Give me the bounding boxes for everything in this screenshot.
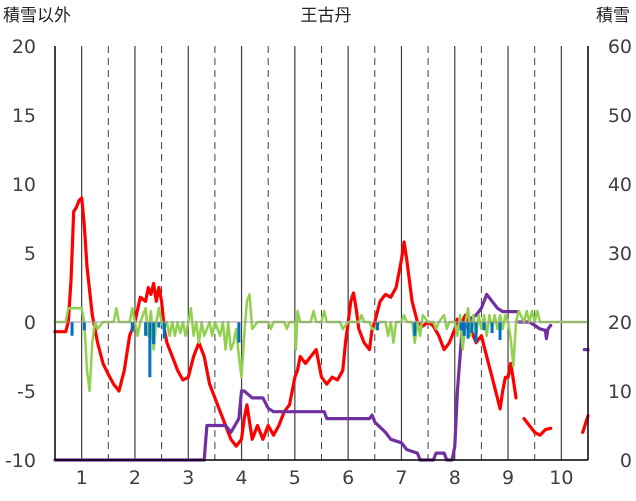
precipitation-bar-19 <box>498 322 502 340</box>
snow-depth-line-4 <box>53 292 521 462</box>
precipitation-bar-14 <box>466 322 470 339</box>
precipitation-bar-8 <box>162 322 166 339</box>
temperature-line-3 <box>581 414 590 434</box>
x-tick-label-10: 10 <box>549 467 573 489</box>
left-axis-label: 積雪以外 <box>3 6 71 26</box>
precipitation-bar-6 <box>152 322 156 345</box>
precipitation-bar-16 <box>474 322 478 343</box>
precipitation-bar-15 <box>470 322 474 334</box>
precipitation-bar-2 <box>82 322 86 331</box>
chart-title: 王古丹 <box>301 6 352 26</box>
right-tick-label-5: 40 <box>608 174 632 196</box>
left-tick-label-6: 15 <box>12 105 36 127</box>
x-tick-label-8: 8 <box>449 467 461 489</box>
precipitation-bar-1 <box>70 322 74 336</box>
x-axis-tick-labels: 1 2 3 4 5 6 7 8 9 10 <box>76 467 574 489</box>
right-tick-label-4: 30 <box>608 243 632 265</box>
temperature-line-2 <box>522 417 553 437</box>
right-axis-label: 積雪 <box>596 6 630 26</box>
precipitation-bar-13 <box>462 322 466 336</box>
left-tick-label-4: 5 <box>24 243 36 265</box>
precipitation-bar-7 <box>157 322 161 328</box>
x-tick-label-7: 7 <box>395 467 407 489</box>
x-tick-label-3: 3 <box>182 467 194 489</box>
x-tick-label-4: 4 <box>236 467 248 489</box>
precipitation-bar-11 <box>413 322 417 336</box>
right-tick-label-3: 20 <box>608 312 632 334</box>
axes <box>54 46 589 461</box>
x-tick-label-1: 1 <box>76 467 88 489</box>
precipitation-bars <box>70 322 502 378</box>
x-tick-label-9: 9 <box>502 467 514 489</box>
precipitation-bar-18 <box>490 322 494 334</box>
precipitation-bar-17 <box>482 322 486 331</box>
left-tick-label-3: 0 <box>24 312 36 334</box>
left-tick-label-7: 20 <box>12 36 36 58</box>
x-tick-label-2: 2 <box>129 467 141 489</box>
left-tick-label-1: -10 <box>5 450 36 472</box>
right-tick-label-1: 0 <box>620 450 632 472</box>
right-tick-label-7: 60 <box>608 36 632 58</box>
x-tick-label-5: 5 <box>289 467 301 489</box>
left-tick-label-5: 10 <box>12 174 36 196</box>
precipitation-bar-12 <box>459 322 463 331</box>
grid <box>81 46 562 460</box>
precipitation-bar-3 <box>130 322 134 332</box>
right-tick-label-2: 10 <box>608 381 632 403</box>
precipitation-bar-5 <box>148 322 152 378</box>
precipitation-bar-9 <box>237 322 241 343</box>
x-tick-label-6: 6 <box>342 467 354 489</box>
precipitation-bar-4 <box>144 322 148 336</box>
left-axis-tick-labels: -10 -5 0 5 10 15 20 <box>5 36 36 472</box>
right-tick-label-6: 50 <box>608 105 632 127</box>
precipitation-bar-10 <box>375 322 379 331</box>
right-axis-tick-labels: 0 10 20 30 40 50 60 <box>608 36 632 472</box>
series-layer <box>53 196 590 462</box>
left-tick-label-2: -5 <box>17 381 36 403</box>
